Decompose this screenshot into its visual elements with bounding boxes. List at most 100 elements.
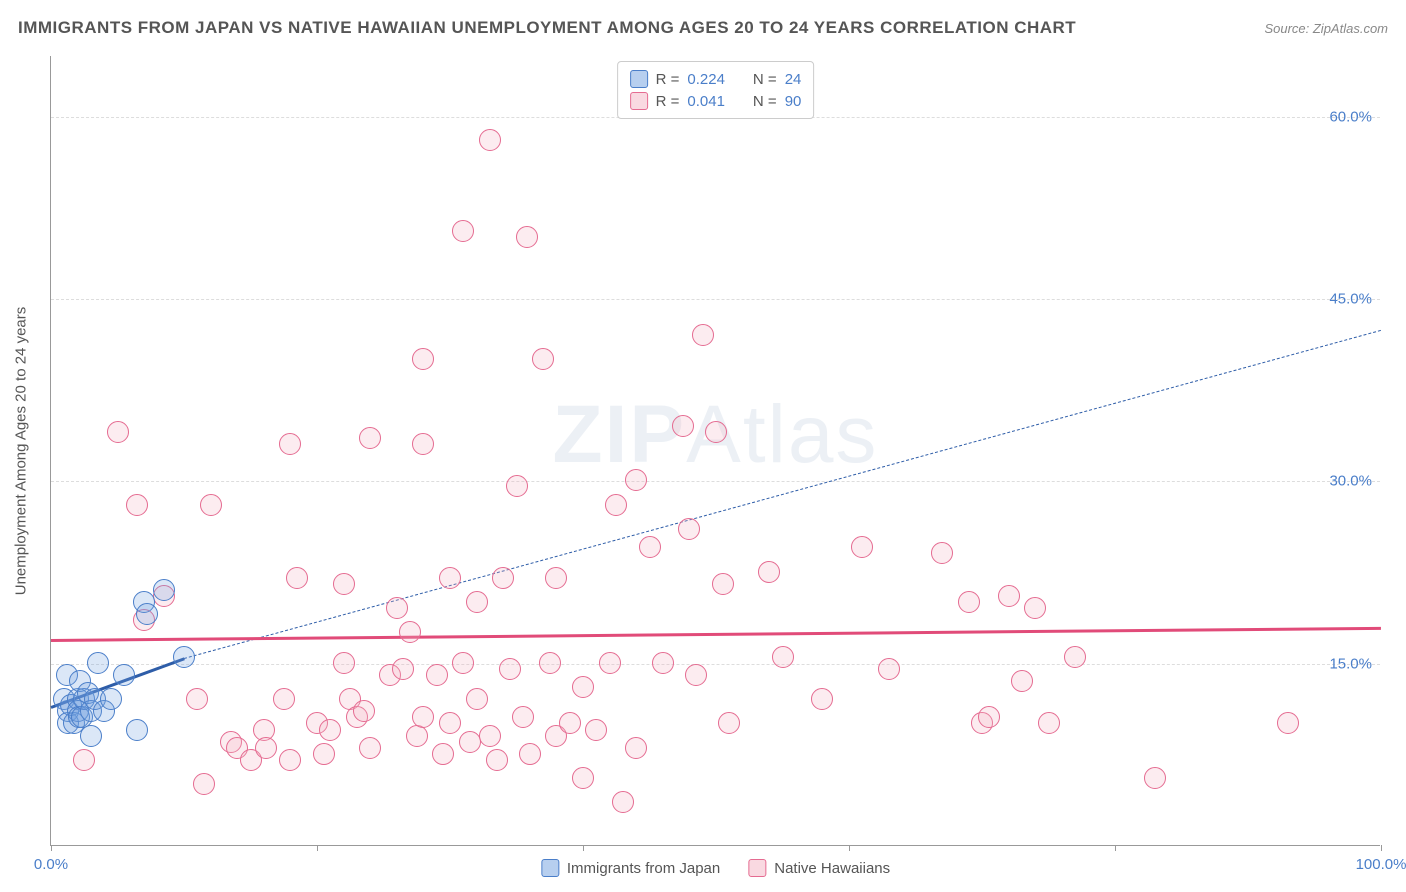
data-point [73,749,95,771]
data-point [672,415,694,437]
stat-r-value: 0.041 [687,93,725,110]
data-point [386,597,408,619]
data-point [286,567,308,589]
data-point [512,706,534,728]
chart-title: IMMIGRANTS FROM JAPAN VS NATIVE HAWAIIAN… [18,18,1076,38]
data-point [107,421,129,443]
y-tick-label: 45.0% [1329,291,1372,308]
data-point [126,494,148,516]
y-axis-title: Unemployment Among Ages 20 to 24 years [13,306,30,595]
data-point [452,652,474,674]
series-legend: Immigrants from Japan Native Hawaiians [541,859,890,877]
series-legend-item: Native Hawaiians [748,859,890,877]
stat-r-value: 0.224 [687,71,725,88]
data-point [279,433,301,455]
data-point [851,536,873,558]
data-point [559,712,581,734]
data-point [678,518,700,540]
data-point [412,348,434,370]
data-point [599,652,621,674]
data-point [412,433,434,455]
x-tick [1381,845,1382,851]
data-point [255,737,277,759]
data-point [193,773,215,795]
data-point [772,646,794,668]
data-point [1277,712,1299,734]
data-point [878,658,900,680]
data-point [486,749,508,771]
data-point [492,567,514,589]
data-point [718,712,740,734]
data-point [572,676,594,698]
data-point [625,469,647,491]
data-point [439,712,461,734]
data-point [545,567,567,589]
x-tick-label: 0.0% [34,856,68,873]
data-point [572,767,594,789]
stat-n-label: N = [753,93,777,110]
data-point [516,226,538,248]
data-point [811,688,833,710]
data-point [506,475,528,497]
x-tick [1115,845,1116,851]
data-point [279,749,301,771]
data-point [1011,670,1033,692]
trend-line [184,329,1381,658]
data-point [313,743,335,765]
data-point [333,652,355,674]
data-point [466,591,488,613]
data-point [978,706,1000,728]
data-point [173,646,195,668]
data-point [585,719,607,741]
data-point [479,129,501,151]
stat-r-label: R = [656,71,680,88]
data-point [359,737,381,759]
data-point [519,743,541,765]
x-tick [849,845,850,851]
series-legend-item: Immigrants from Japan [541,859,720,877]
data-point [466,688,488,710]
data-point [1038,712,1060,734]
stat-n-label: N = [753,71,777,88]
data-point [758,561,780,583]
series-legend-label: Native Hawaiians [774,860,890,877]
data-point [426,664,448,686]
grid-line [51,481,1380,482]
x-tick-label: 100.0% [1356,856,1406,873]
legend-swatch [630,92,648,110]
data-point [459,731,481,753]
data-point [412,706,434,728]
data-point [931,542,953,564]
data-point [539,652,561,674]
data-point [532,348,554,370]
data-point [712,573,734,595]
y-tick-label: 60.0% [1329,108,1372,125]
data-point [1144,767,1166,789]
data-point [605,494,627,516]
grid-line [51,664,1380,665]
stat-n-value: 24 [785,71,802,88]
data-point [399,621,421,643]
y-tick-label: 30.0% [1329,473,1372,490]
data-point [432,743,454,765]
data-point [392,658,414,680]
data-point [87,652,109,674]
y-tick-label: 15.0% [1329,655,1372,672]
data-point [153,579,175,601]
data-point [639,536,661,558]
correlation-legend: R = 0.224 N = 24 R = 0.041 N = 90 [617,61,815,119]
data-point [625,737,647,759]
grid-line [51,299,1380,300]
data-point [319,719,341,741]
data-point [612,791,634,813]
data-point [80,725,102,747]
x-tick [317,845,318,851]
stat-r-label: R = [656,93,680,110]
data-point [998,585,1020,607]
data-point [126,719,148,741]
stat-row: R = 0.224 N = 24 [630,68,802,90]
stat-n-value: 90 [785,93,802,110]
data-point [479,725,501,747]
data-point [333,573,355,595]
data-point [353,700,375,722]
